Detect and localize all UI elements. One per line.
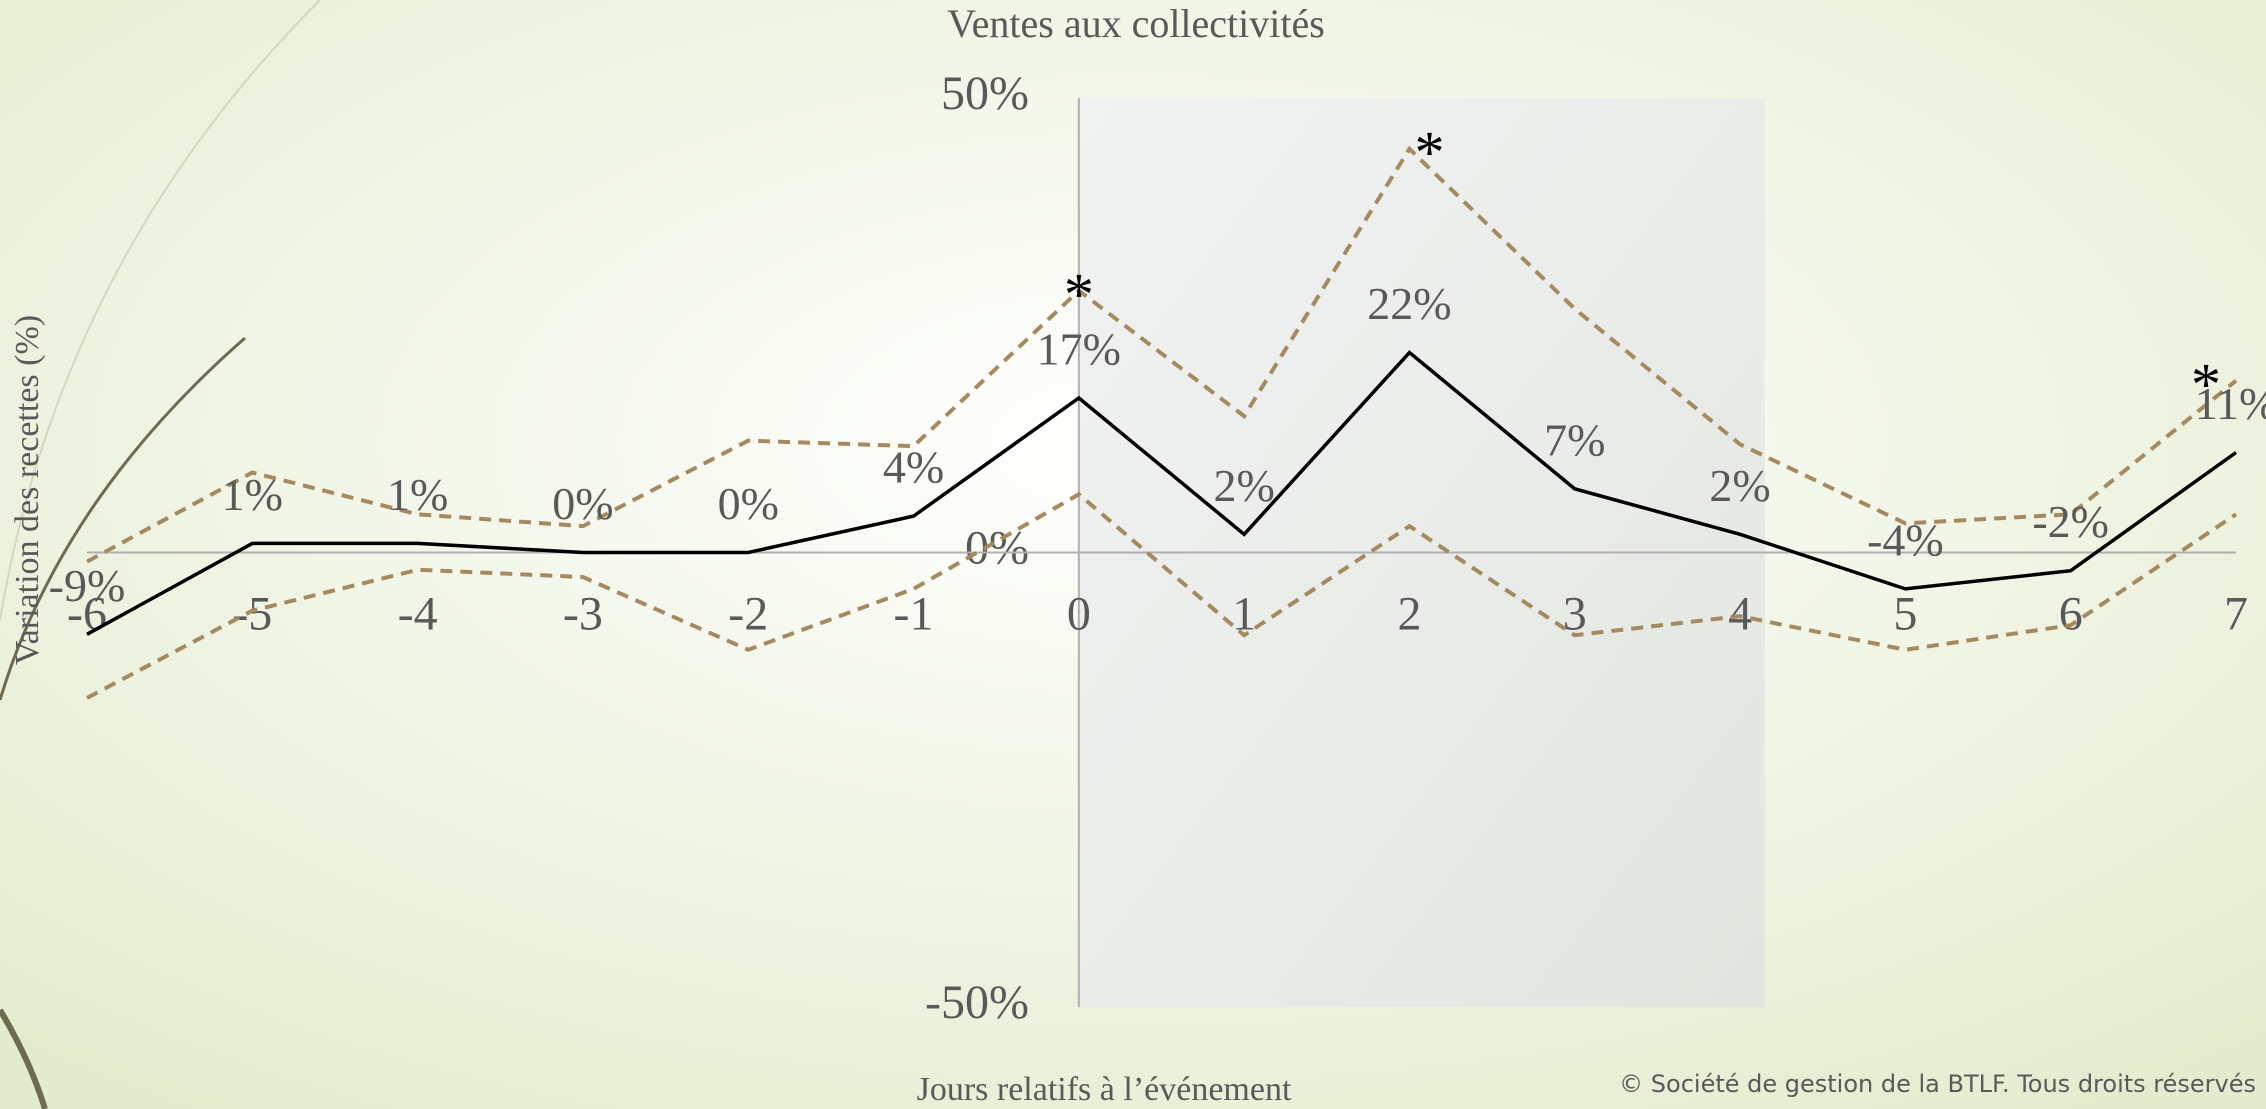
data-line — [86, 350, 2238, 636]
data-label: -2% — [2032, 496, 2109, 547]
data-label: 17% — [1037, 324, 1121, 375]
data-label: 1% — [387, 469, 448, 520]
data-label: 2% — [1213, 460, 1274, 511]
x-axis-label: Jours relatifs à l’événement — [917, 1071, 1292, 1108]
data-label: 2% — [1709, 460, 1770, 511]
significance-star: * — [1064, 261, 1094, 327]
x-tick-label: 2 — [1397, 588, 1421, 641]
data-label: 0% — [552, 478, 613, 529]
data-label: 1% — [222, 469, 283, 520]
x-tick-label: -2 — [728, 588, 768, 641]
data-label: 22% — [1367, 278, 1451, 329]
x-tick-label: -5 — [232, 588, 272, 641]
y-tick-label: 50% — [941, 67, 1029, 120]
x-tick-label: 5 — [1893, 588, 1917, 641]
y-tick-label: -50% — [925, 976, 1029, 1029]
decor-curve — [0, 0, 321, 621]
x-tick-label: 3 — [1563, 588, 1587, 641]
data-label: 11% — [2195, 378, 2266, 429]
significance-star: * — [1414, 120, 1444, 186]
data-label: 7% — [1544, 414, 1605, 465]
decor-curve — [0, 1008, 48, 1109]
x-tick-label: 7 — [2224, 588, 2248, 641]
data-label: 0% — [718, 478, 779, 529]
y-tick-label: 0% — [965, 522, 1029, 575]
chart-title: Ventes aux collectivités — [947, 1, 1325, 46]
significance-star: * — [2191, 351, 2221, 417]
x-tick-label: -1 — [894, 588, 934, 641]
data-label: 4% — [883, 442, 944, 493]
plot-area: -50% 0% 50% -6 -5 -4 -3 -2 -1 0 1 2 3 4 5 6 7 -9% 1% 1% 0% 0%… — [49, 67, 2266, 1029]
data-label: -9% — [49, 560, 126, 611]
x-tick-label: -3 — [563, 588, 603, 641]
decor-curve — [0, 336, 246, 701]
x-tick-label: 6 — [2059, 588, 2083, 641]
x-tick-label: 1 — [1232, 588, 1256, 641]
bound-line — [86, 491, 2238, 700]
x-tick-label: -6 — [67, 588, 107, 641]
y-axis-label: Variation des recettes (%) — [9, 315, 46, 665]
bound-line — [86, 145, 2238, 564]
data-label: -4% — [1867, 514, 1944, 565]
copyright: © Société de gestion de la BTLF. Tous dr… — [1619, 1070, 2256, 1098]
x-tick-label: -4 — [398, 588, 438, 641]
x-tick-label: 4 — [1728, 588, 1752, 641]
x-tick-label: 0 — [1067, 588, 1091, 641]
